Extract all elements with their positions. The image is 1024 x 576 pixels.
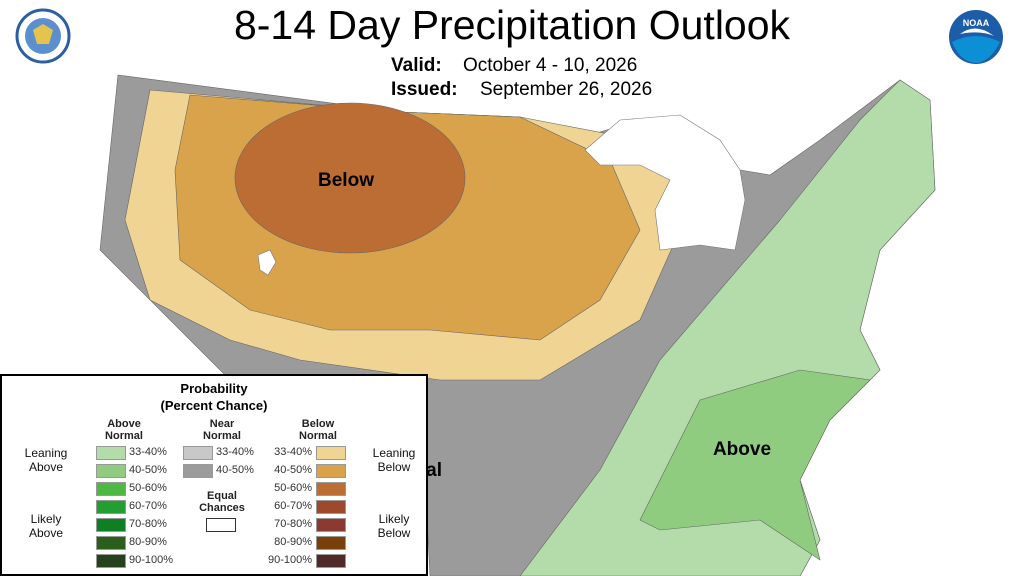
swatch (316, 518, 346, 532)
logo-text: NOAA (963, 18, 990, 28)
bin-label: 90-100% (129, 554, 174, 566)
group-label: Likely Above (28, 512, 64, 540)
swatch (316, 500, 346, 514)
bin-label: 33-40% (129, 446, 167, 458)
column-heading: Below Normal (299, 418, 337, 442)
bin-label: 90-100% (268, 554, 313, 566)
legend-title: Probability (180, 381, 248, 396)
bin-label: 60-70% (129, 500, 167, 512)
map-label: Above (713, 439, 771, 460)
bin-label: 80-90% (129, 536, 167, 548)
legend: Probability (Percent Chance) Above Norma… (0, 374, 428, 576)
group-label: Leaning Above (24, 446, 68, 474)
bin-label: 40-50% (274, 464, 312, 476)
bin-label: 70-80% (129, 518, 167, 530)
great-lakes (584, 114, 746, 251)
group-label: Leaning Below (372, 446, 416, 474)
swatch (183, 464, 213, 478)
below-50-region (234, 102, 466, 254)
swatch (96, 536, 126, 550)
bin-label: 40-50% (129, 464, 167, 476)
legend-subtitle: (Percent Chance) (160, 398, 268, 413)
swatch (316, 464, 346, 478)
valid-label: Valid: (391, 55, 442, 76)
issued-date: September 26, 2026 (480, 79, 653, 100)
swatch (96, 464, 126, 478)
column-heading: Above Normal (105, 418, 143, 442)
swatch (96, 446, 126, 460)
bin-label: 33-40% (274, 446, 312, 458)
salt-lake (257, 249, 277, 276)
swatch (316, 446, 346, 460)
column-heading: Near Normal (203, 418, 241, 442)
title: 8-14 Day Precipitation Outlook (233, 2, 791, 48)
group-label: Likely Below (377, 512, 411, 540)
bin-label: 50-60% (274, 482, 312, 494)
valid-dates: October 4 - 10, 2026 (463, 55, 638, 76)
swatch (96, 554, 126, 568)
swatch (316, 536, 346, 550)
bin-label: 33-40% (216, 446, 254, 458)
bin-label: 80-90% (274, 536, 312, 548)
swatch (206, 518, 236, 532)
swatch (96, 482, 126, 496)
swatch (96, 500, 126, 514)
noaa-logo: NOAA (949, 10, 1003, 64)
swatch (316, 554, 346, 568)
bin-label: 40-50% (216, 464, 254, 476)
bin-label: 50-60% (129, 482, 167, 494)
bin-label: 70-80% (274, 518, 312, 530)
equal-label: Equal Chances (199, 490, 245, 514)
issued-label: Issued: (391, 79, 458, 100)
bin-label: 60-70% (274, 500, 312, 512)
swatch (183, 446, 213, 460)
doc-logo (15, 8, 71, 64)
swatch (316, 482, 346, 496)
swatch (96, 518, 126, 532)
map-label: Below (318, 170, 374, 191)
above-40-region (639, 369, 871, 561)
